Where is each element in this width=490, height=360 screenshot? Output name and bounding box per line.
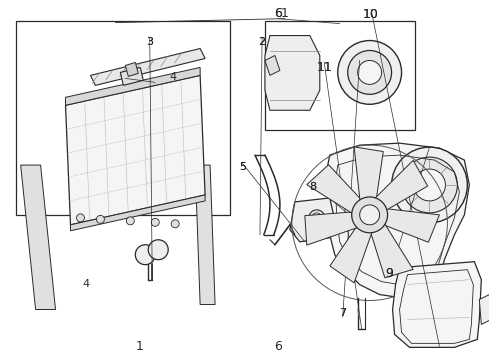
Circle shape bbox=[148, 240, 168, 260]
Text: 6: 6 bbox=[274, 7, 282, 20]
Bar bbox=[16, 21, 230, 215]
Text: 5: 5 bbox=[239, 162, 246, 172]
Text: 11: 11 bbox=[316, 60, 332, 73]
Polygon shape bbox=[71, 195, 205, 231]
Text: 9: 9 bbox=[385, 267, 393, 280]
Text: 9: 9 bbox=[385, 267, 393, 280]
Circle shape bbox=[97, 215, 104, 223]
Text: 1: 1 bbox=[136, 340, 144, 353]
Circle shape bbox=[392, 147, 467, 223]
Circle shape bbox=[401, 157, 457, 213]
Text: 6: 6 bbox=[274, 340, 282, 353]
Polygon shape bbox=[330, 227, 372, 283]
Text: 2: 2 bbox=[259, 37, 266, 47]
Polygon shape bbox=[375, 160, 428, 210]
Text: 7: 7 bbox=[339, 308, 346, 318]
Polygon shape bbox=[21, 165, 55, 310]
Circle shape bbox=[171, 220, 179, 228]
Polygon shape bbox=[265, 36, 320, 110]
Text: 11: 11 bbox=[316, 60, 332, 73]
Polygon shape bbox=[121, 67, 143, 85]
Bar bbox=[265, 21, 415, 130]
Text: 5: 5 bbox=[239, 162, 246, 172]
Circle shape bbox=[76, 214, 84, 222]
Polygon shape bbox=[371, 224, 413, 278]
Text: 4: 4 bbox=[170, 72, 177, 82]
Polygon shape bbox=[328, 143, 469, 298]
Text: 3: 3 bbox=[146, 37, 153, 47]
Polygon shape bbox=[66, 75, 205, 225]
Polygon shape bbox=[125, 62, 138, 76]
Text: 6: 6 bbox=[274, 7, 282, 20]
Circle shape bbox=[135, 245, 155, 265]
Text: 10: 10 bbox=[363, 8, 379, 21]
Polygon shape bbox=[290, 198, 335, 242]
Circle shape bbox=[358, 60, 382, 84]
Polygon shape bbox=[384, 209, 440, 242]
Text: 1: 1 bbox=[281, 7, 289, 20]
Polygon shape bbox=[479, 294, 490, 324]
Polygon shape bbox=[307, 165, 361, 213]
Circle shape bbox=[414, 169, 445, 201]
Circle shape bbox=[360, 205, 380, 225]
Polygon shape bbox=[195, 165, 215, 305]
Text: 8: 8 bbox=[309, 182, 316, 192]
Circle shape bbox=[338, 41, 401, 104]
Polygon shape bbox=[305, 212, 357, 245]
Polygon shape bbox=[91, 49, 205, 85]
Polygon shape bbox=[66, 67, 200, 105]
Text: 4: 4 bbox=[83, 279, 90, 289]
Text: 2: 2 bbox=[259, 37, 266, 47]
Text: 7: 7 bbox=[339, 308, 346, 318]
Circle shape bbox=[312, 213, 322, 223]
Polygon shape bbox=[354, 147, 383, 200]
Text: 10: 10 bbox=[363, 8, 379, 21]
Text: 8: 8 bbox=[309, 182, 316, 192]
Polygon shape bbox=[392, 262, 481, 347]
Polygon shape bbox=[265, 55, 280, 75]
Circle shape bbox=[126, 217, 134, 225]
Text: 3: 3 bbox=[146, 37, 153, 47]
Circle shape bbox=[309, 210, 325, 226]
Circle shape bbox=[352, 197, 388, 233]
Circle shape bbox=[151, 219, 159, 226]
Circle shape bbox=[348, 50, 392, 94]
